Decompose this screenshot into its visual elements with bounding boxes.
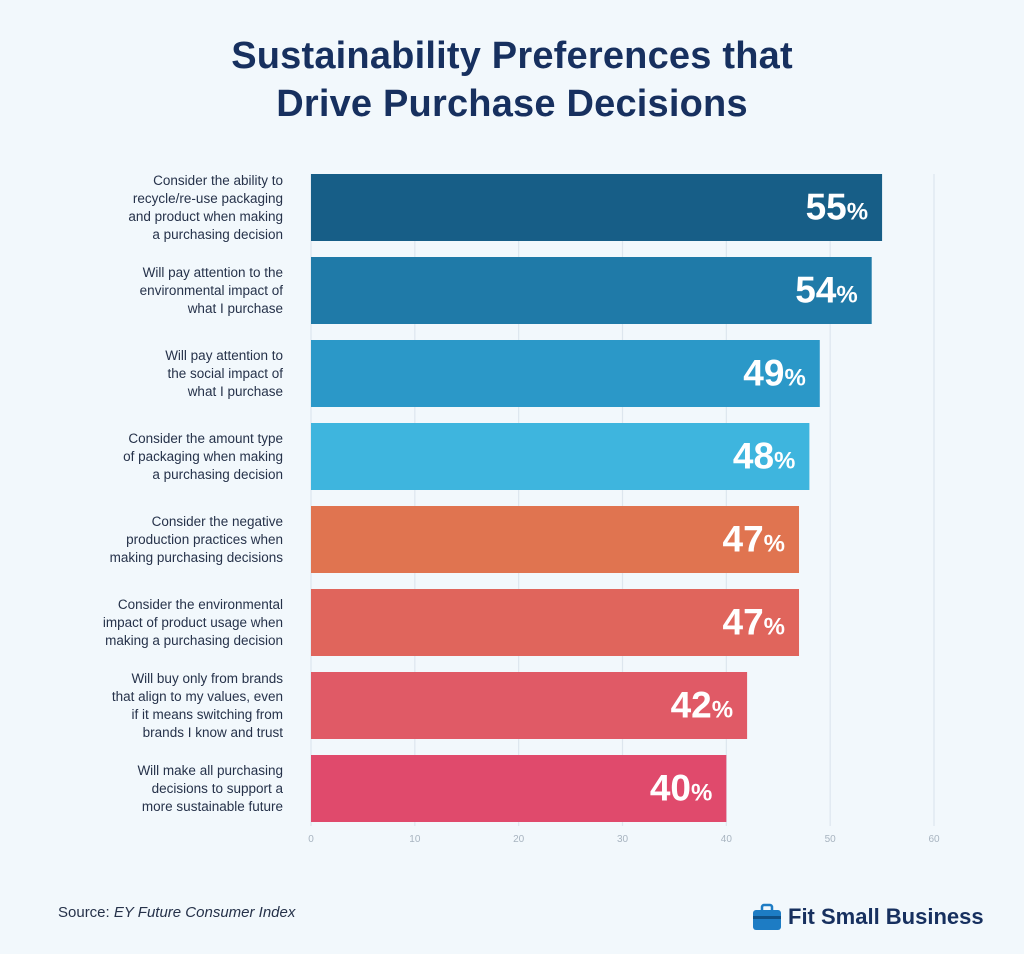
bar xyxy=(311,174,883,241)
category-label-line: Will make all purchasing xyxy=(137,762,283,778)
category-label-line: a purchasing decision xyxy=(152,226,283,242)
bar-value-suffix: % xyxy=(847,199,868,226)
category-label-line: a purchasing decision xyxy=(152,466,283,482)
category-label-line: environmental impact of xyxy=(139,282,283,298)
bar-value-number: 40 xyxy=(650,768,691,809)
category-label-line: if it means switching from xyxy=(131,706,283,722)
brand-logo: Fit Small Business xyxy=(752,902,984,932)
category-label: Will make all purchasing decisions to sup… xyxy=(73,762,283,816)
bar-value-suffix: % xyxy=(764,531,785,558)
category-label-line: more sustainable future xyxy=(141,798,283,814)
category-label-line: Will pay attention to xyxy=(165,347,283,363)
bar-value-label: 49% xyxy=(743,353,806,394)
x-tick-label: 20 xyxy=(513,834,525,845)
category-label-line: Consider the amount type xyxy=(128,430,283,446)
category-label-line: recycle/re-use packaging xyxy=(132,190,283,206)
category-label-line: Will buy only from brands xyxy=(131,670,283,686)
category-label-line: making purchasing decisions xyxy=(109,549,283,565)
bar-value-suffix: % xyxy=(712,697,733,724)
bar-value-label: 55% xyxy=(806,187,869,228)
bar xyxy=(311,423,810,490)
category-label-line: Consider the environmental xyxy=(117,596,283,612)
chart-title-line-1: Sustainability Preferences that xyxy=(231,35,793,77)
category-label: Will buy only from brands that align to m… xyxy=(73,670,283,742)
bar xyxy=(311,672,748,739)
category-label-line: production practices when xyxy=(126,531,283,547)
category-label-line: Will pay attention to the xyxy=(142,264,283,280)
source-name: EY Future Consumer Index xyxy=(113,904,296,921)
bar-value-label: 40% xyxy=(650,768,713,809)
category-label-line: what I purchase xyxy=(187,383,283,399)
brand-name: Fit Small Business xyxy=(788,904,984,929)
category-label-line: impact of product usage when xyxy=(102,614,283,630)
category-label-line: Consider the negative xyxy=(151,513,283,529)
x-tick-label: 30 xyxy=(617,834,629,845)
x-tick-label: 60 xyxy=(928,834,940,845)
source-note: Source: EY Future Consumer Index xyxy=(58,904,295,921)
category-label-line: of packaging when making xyxy=(123,448,283,464)
bar xyxy=(311,755,727,822)
bar-value-label: 42% xyxy=(671,685,734,726)
bar-value-label: 54% xyxy=(795,270,858,311)
x-tick-label: 0 xyxy=(308,834,314,845)
bar-value-number: 55 xyxy=(806,187,847,228)
category-label: Consider the amount type of packaging whe… xyxy=(73,430,283,484)
bar-value-label: 48% xyxy=(733,436,796,477)
category-label: Consider the negative production practice… xyxy=(73,513,283,567)
category-label-line: and product when making xyxy=(128,208,283,224)
briefcase-icon xyxy=(753,903,781,930)
chart-title: Sustainability Preferences that Drive Pu… xyxy=(0,32,1024,128)
x-tick-label: 40 xyxy=(721,834,733,845)
x-tick-label: 50 xyxy=(825,834,837,845)
bar-value-number: 48 xyxy=(733,436,774,477)
bar-value-number: 42 xyxy=(671,685,712,726)
bar-value-label: 47% xyxy=(723,602,786,643)
category-label-line: making a purchasing decision xyxy=(105,632,283,648)
bar xyxy=(311,506,800,573)
bar-value-suffix: % xyxy=(764,614,785,641)
bar-value-label: 47% xyxy=(723,519,786,560)
bar-value-number: 49 xyxy=(743,353,784,394)
source-label: Source: xyxy=(58,904,110,921)
bar xyxy=(311,257,872,324)
bar-value-suffix: % xyxy=(784,365,805,392)
bar-value-number: 47 xyxy=(723,519,764,560)
category-label: Consider the ability to recycle/re-use pa… xyxy=(73,172,283,244)
x-tick-label: 10 xyxy=(409,834,421,845)
category-label: Will pay attention to the social impact o… xyxy=(73,347,283,401)
bar-value-suffix: % xyxy=(836,282,857,309)
bar-value-suffix: % xyxy=(774,448,795,475)
bar-value-number: 54 xyxy=(795,270,837,311)
category-label: Consider the environmental impact of prod… xyxy=(73,596,283,650)
bar xyxy=(311,340,820,407)
category-label-line: decisions to support a xyxy=(151,780,283,796)
category-label: Will pay attention to the environmental i… xyxy=(73,264,283,318)
chart-title-line-2: Drive Purchase Decisions xyxy=(276,83,748,125)
category-label-line: the social impact of xyxy=(167,365,283,381)
bar-value-number: 47 xyxy=(723,602,764,643)
bar xyxy=(311,589,800,656)
category-label-line: that align to my values, even xyxy=(111,688,283,704)
bar-value-suffix: % xyxy=(691,780,712,807)
category-label-line: what I purchase xyxy=(187,300,283,316)
category-label-line: brands I know and trust xyxy=(142,724,283,740)
category-label-line: Consider the ability to xyxy=(153,172,283,188)
